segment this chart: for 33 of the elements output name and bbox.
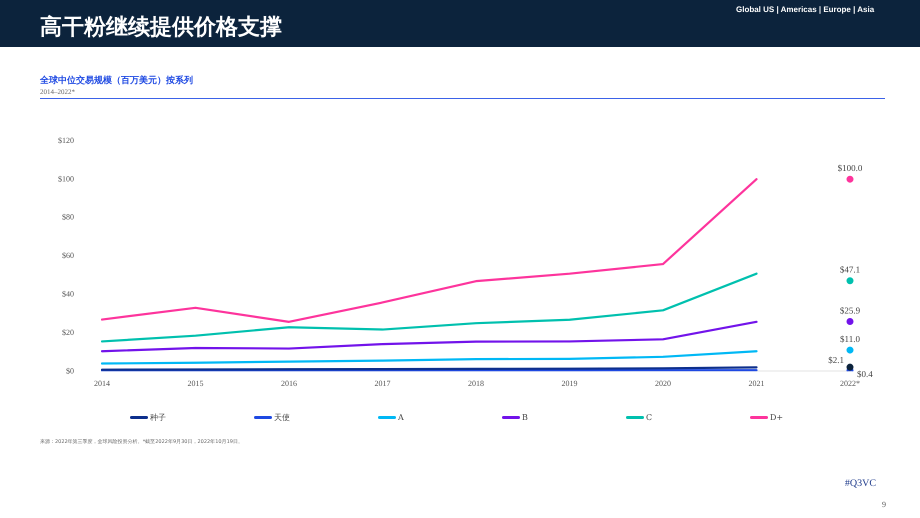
x-tick-label: 2018 xyxy=(468,379,484,388)
x-tick-label: 2016 xyxy=(281,379,297,388)
x-tick-label: 2021 xyxy=(748,379,764,388)
y-tick-label: $100 xyxy=(58,174,74,184)
legend-label: A xyxy=(398,413,404,422)
text: 高干粉继续提供价格支撑 xyxy=(40,14,282,42)
legend-label: B xyxy=(522,413,528,422)
data-label: $25.9 xyxy=(840,305,861,316)
x-tick-label: 2017 xyxy=(374,379,390,388)
text: 9 xyxy=(882,500,886,509)
x-tick-label: 2015 xyxy=(188,379,204,388)
y-tick-label: $40 xyxy=(62,289,74,298)
data-label: $0.4 xyxy=(857,368,874,379)
text: Global US | Americas | Europe | Asia xyxy=(736,5,874,14)
chart-title: 全球中位交易规模（百万美元）按系列 xyxy=(40,74,193,87)
y-tick-label: $120 xyxy=(58,136,74,145)
y-tick-label: $20 xyxy=(62,328,74,337)
legend-label: D+ xyxy=(770,413,784,422)
x-tick-label: 2020 xyxy=(655,379,671,388)
x-tick-label: 2019 xyxy=(562,379,578,388)
text: #Q3VC xyxy=(844,478,876,489)
data-label: $100.0 xyxy=(838,163,863,174)
y-tick-label: $80 xyxy=(62,212,74,222)
data-label: $47.1 xyxy=(840,264,860,275)
x-tick-label: 2022* xyxy=(840,379,860,388)
legend-label: 天使 xyxy=(274,412,290,423)
y-tick-label: $0 xyxy=(66,366,74,376)
data-label: $2.1 xyxy=(828,355,844,366)
legend-label: C xyxy=(646,413,652,422)
y-tick-label: $60 xyxy=(62,251,74,260)
x-tick-label: 2014 xyxy=(94,379,110,388)
legend-label: 种子 xyxy=(150,412,166,423)
data-label: $11.0 xyxy=(840,334,860,344)
